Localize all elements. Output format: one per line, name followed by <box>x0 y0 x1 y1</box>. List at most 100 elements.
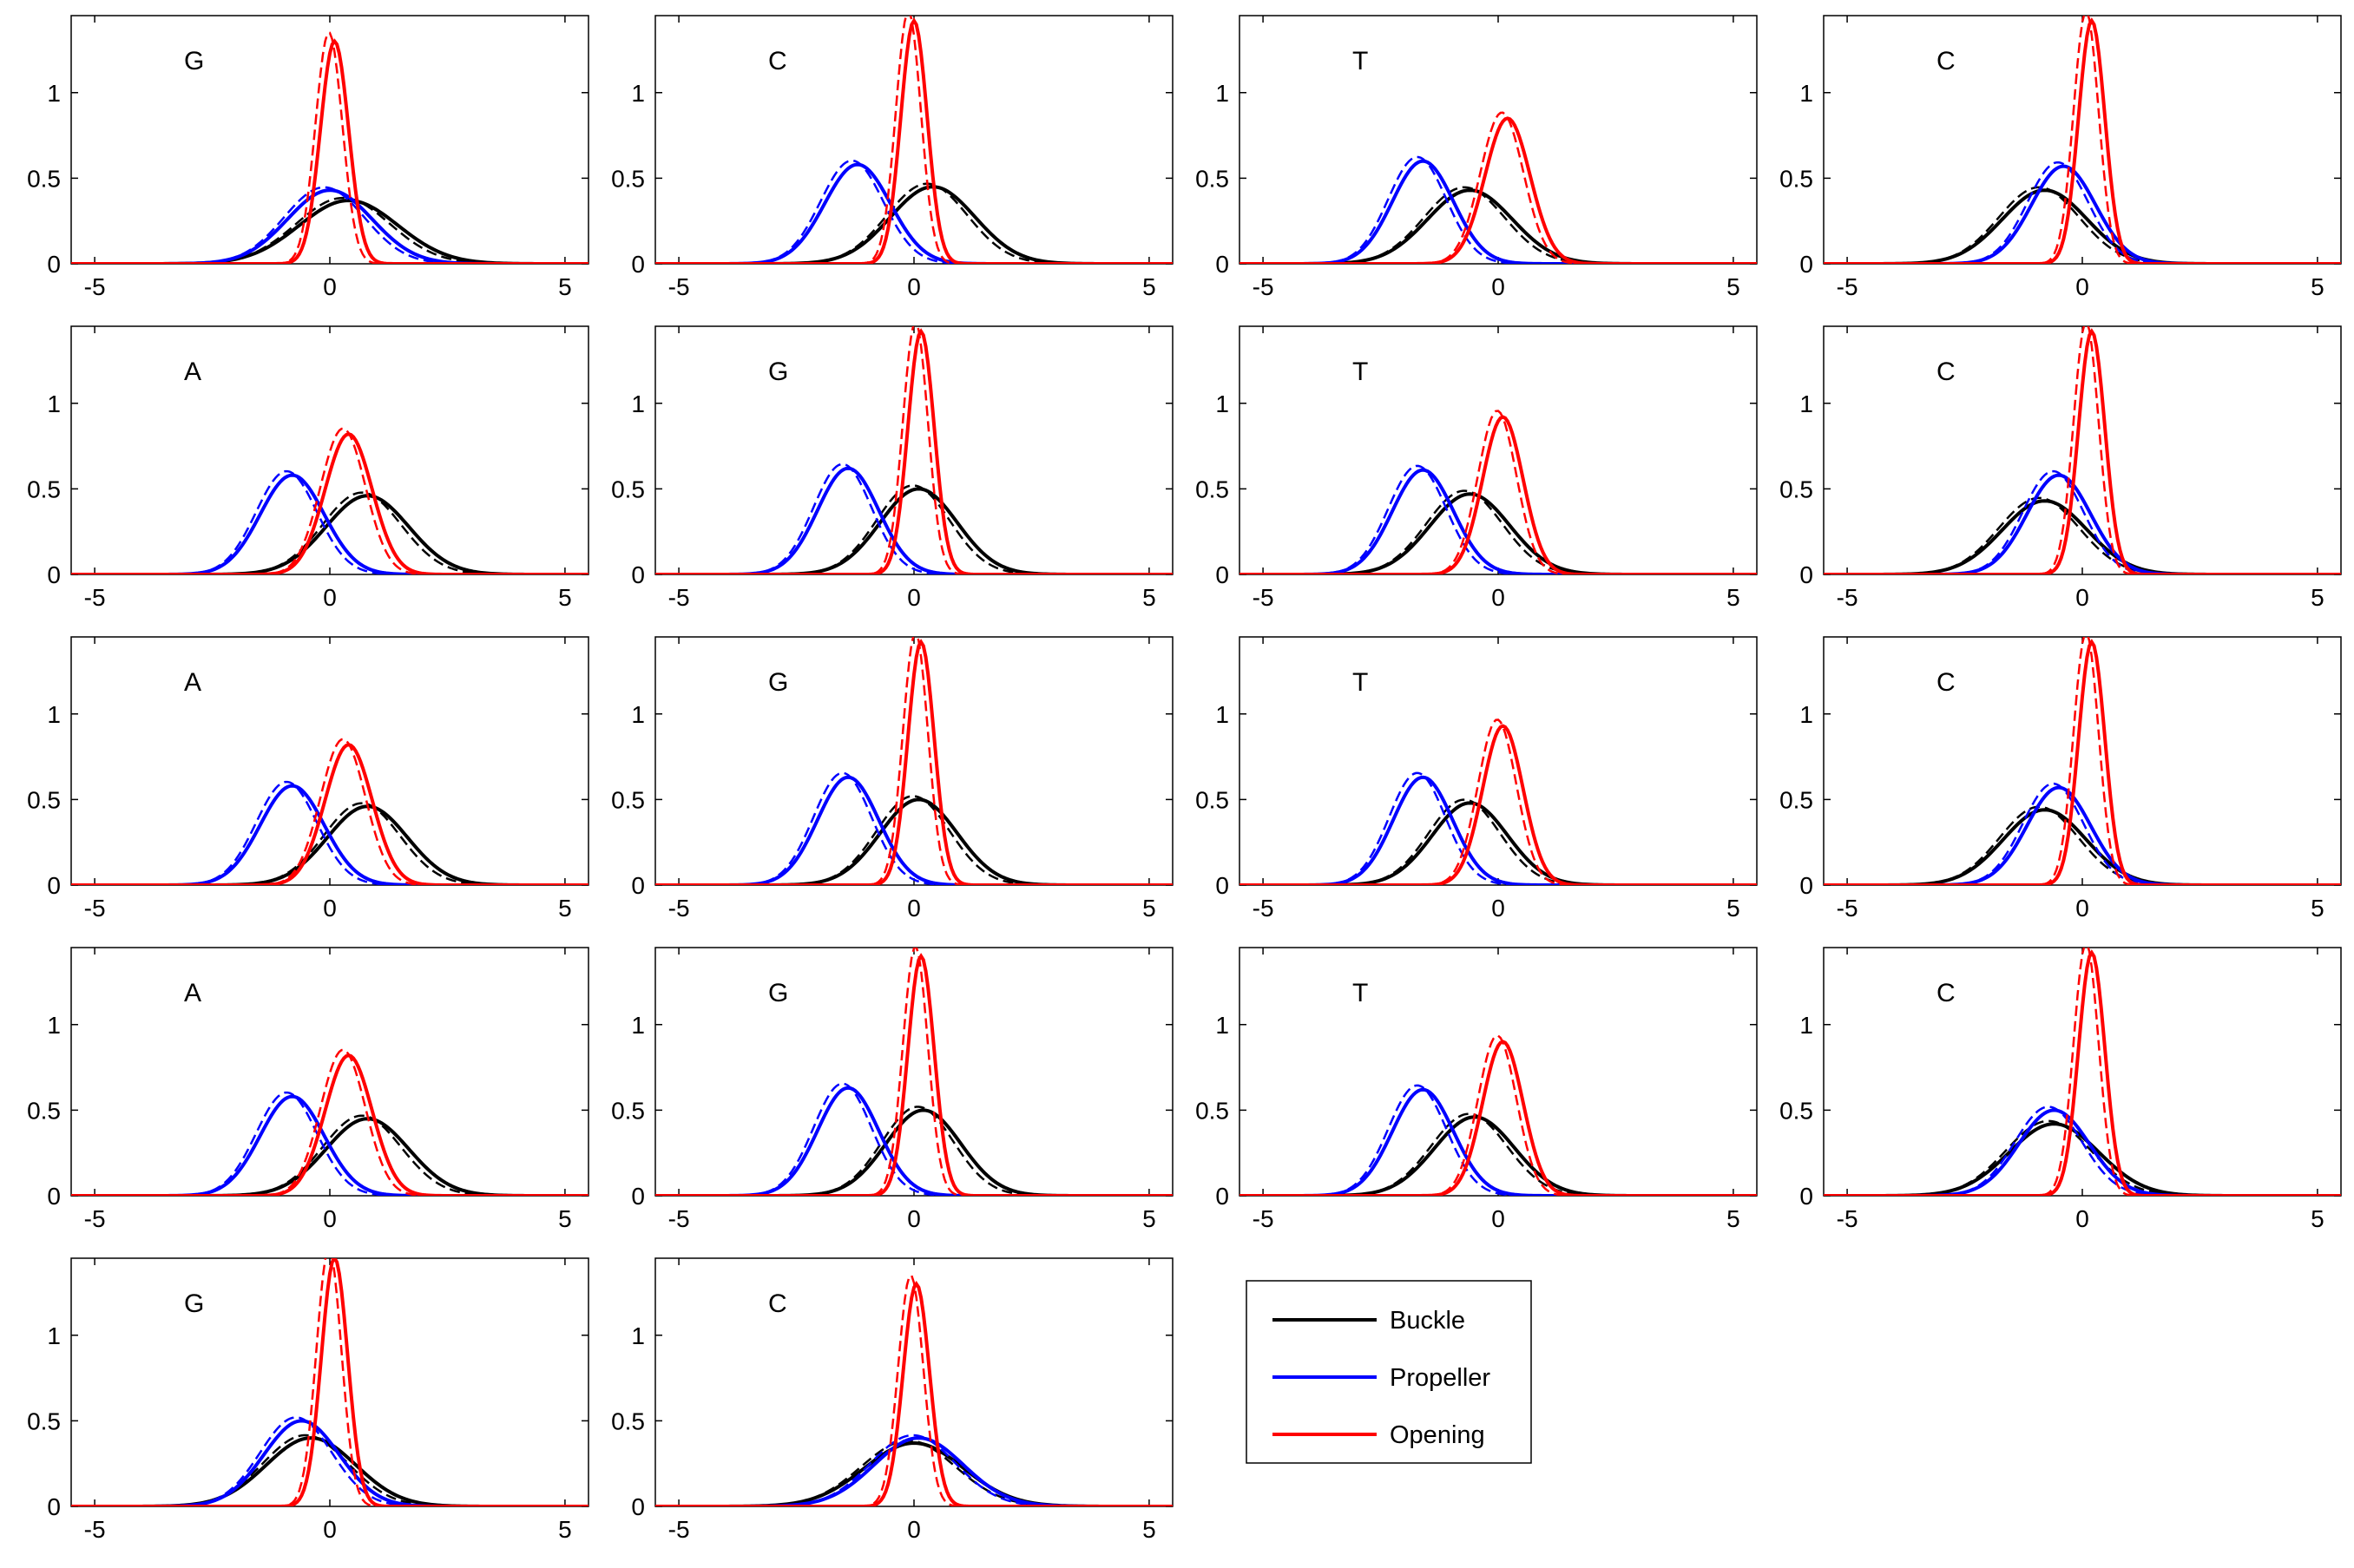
y-tick-label: 1 <box>631 390 645 417</box>
y-tick-label: 0.5 <box>27 476 61 502</box>
x-tick-label: 5 <box>1142 895 1156 922</box>
x-tick-label: 0 <box>1491 273 1505 300</box>
series-line-dashed-propeller <box>1824 782 2341 885</box>
series-line-opening <box>655 639 1173 885</box>
axes-frame <box>1823 325 2342 575</box>
x-tick-label: 5 <box>1142 1516 1156 1543</box>
subplot-title: G <box>184 1289 204 1318</box>
x-tick-label: 5 <box>558 1516 572 1543</box>
y-tick-label: 0 <box>1215 1183 1229 1210</box>
y-tick-label: 0.5 <box>611 786 645 813</box>
series-line-opening <box>655 17 1173 264</box>
series-line-dashed-opening <box>655 1274 1173 1506</box>
series-line-opening <box>71 38 588 264</box>
x-tick-label: 0 <box>907 1516 921 1543</box>
y-tick-label: 0.5 <box>27 1097 61 1124</box>
y-tick-label: 0 <box>47 251 61 278</box>
legend-label-opening: Opening <box>1390 1421 1485 1449</box>
x-tick-label: 0 <box>907 273 921 300</box>
subplot-10: -5 0 5 0 0.5 1 G <box>611 636 1174 922</box>
y-tick-label: 0.5 <box>1779 165 1813 192</box>
subplot-15: -5 0 5 0 0.5 1 T <box>1195 947 1758 1232</box>
x-tick-label: -5 <box>84 895 106 922</box>
y-tick-label: 1 <box>631 701 645 728</box>
x-tick-label: 5 <box>2311 1205 2324 1232</box>
y-tick-label: 0 <box>47 1493 61 1520</box>
x-tick-label: -5 <box>1837 1205 1858 1232</box>
subplot-6: -5 0 5 0 0.5 1 G <box>611 325 1174 611</box>
y-tick-label: 1 <box>47 1012 61 1039</box>
x-tick-label: -5 <box>1837 273 1858 300</box>
subplot-title: C <box>1936 979 1956 1007</box>
subplot-12: -5 0 5 0 0.5 1 C <box>1779 636 2342 922</box>
y-tick-label: 1 <box>47 1322 61 1349</box>
series-line-opening <box>655 953 1173 1196</box>
x-tick-label: -5 <box>1253 1205 1274 1232</box>
axes-frame <box>1823 15 2342 265</box>
axes-frame <box>1239 947 1758 1197</box>
subplot-title: C <box>768 47 787 75</box>
subplot-1: -5 0 5 0 0.5 1 G <box>27 15 589 300</box>
series-line-opening <box>1239 415 1757 574</box>
series-line-opening <box>655 1280 1173 1506</box>
y-tick-label: 0 <box>1799 1183 1813 1210</box>
series-line-opening <box>71 743 588 885</box>
y-tick-label: 0 <box>631 561 645 588</box>
x-tick-label: 0 <box>1491 584 1505 611</box>
series-line-opening <box>655 328 1173 574</box>
subplot-18: -5 0 5 0 0.5 1 C <box>611 1257 1174 1543</box>
x-tick-label: -5 <box>1253 895 1274 922</box>
series-line-opening <box>71 432 588 574</box>
series-line-dashed-opening <box>1239 410 1757 574</box>
x-tick-label: -5 <box>84 1516 106 1543</box>
subplot-title: G <box>184 47 204 75</box>
subplot-title: C <box>1936 668 1956 697</box>
y-tick-label: 0 <box>631 1493 645 1520</box>
subplot-11: -5 0 5 0 0.5 1 T <box>1195 636 1758 922</box>
x-tick-label: 0 <box>2075 895 2089 922</box>
y-tick-label: 0.5 <box>1195 1097 1229 1124</box>
subplot-14: -5 0 5 0 0.5 1 G <box>611 947 1174 1232</box>
y-tick-label: 0 <box>631 251 645 278</box>
y-tick-label: 0.5 <box>27 1407 61 1434</box>
y-tick-label: 1 <box>631 1012 645 1039</box>
x-tick-label: 5 <box>2311 895 2324 922</box>
legend-label-propeller: Propeller <box>1390 1364 1490 1392</box>
y-tick-label: 0 <box>47 1183 61 1210</box>
subplot-title: T <box>1352 358 1368 386</box>
axes-frame <box>70 1257 589 1507</box>
x-tick-label: -5 <box>668 584 690 611</box>
y-tick-label: 0.5 <box>1195 165 1229 192</box>
subplot-title: G <box>768 358 788 386</box>
x-tick-label: -5 <box>1253 584 1274 611</box>
y-tick-label: 1 <box>1799 701 1813 728</box>
x-tick-label: -5 <box>84 584 106 611</box>
y-tick-label: 1 <box>1799 80 1813 107</box>
y-tick-label: 0 <box>47 561 61 588</box>
y-tick-label: 0 <box>1799 561 1813 588</box>
y-tick-label: 0 <box>1215 251 1229 278</box>
y-tick-label: 0.5 <box>1195 786 1229 813</box>
y-tick-label: 0.5 <box>1195 476 1229 502</box>
y-tick-label: 1 <box>47 390 61 417</box>
y-tick-label: 0 <box>631 1183 645 1210</box>
x-tick-label: 5 <box>1726 273 1740 300</box>
x-tick-label: -5 <box>668 1516 690 1543</box>
axes-frame <box>654 15 1174 265</box>
axes-frame <box>654 1257 1174 1507</box>
y-tick-label: 0.5 <box>611 1407 645 1434</box>
y-tick-label: 1 <box>1215 701 1229 728</box>
y-tick-label: 0.5 <box>611 1097 645 1124</box>
x-tick-label: -5 <box>1837 584 1858 611</box>
x-tick-label: -5 <box>84 1205 106 1232</box>
x-tick-label: 5 <box>1726 895 1740 922</box>
x-tick-label: 0 <box>323 584 337 611</box>
x-tick-label: 5 <box>1142 1205 1156 1232</box>
x-tick-label: 0 <box>1491 895 1505 922</box>
series-line-dashed-propeller <box>1824 469 2341 574</box>
legend: Buckle Propeller Opening <box>1246 1280 1532 1464</box>
subplot-5: -5 0 5 0 0.5 1 A <box>27 325 589 611</box>
y-tick-label: 1 <box>1215 80 1229 107</box>
series-line-opening <box>1239 724 1757 885</box>
y-tick-label: 0 <box>47 872 61 899</box>
